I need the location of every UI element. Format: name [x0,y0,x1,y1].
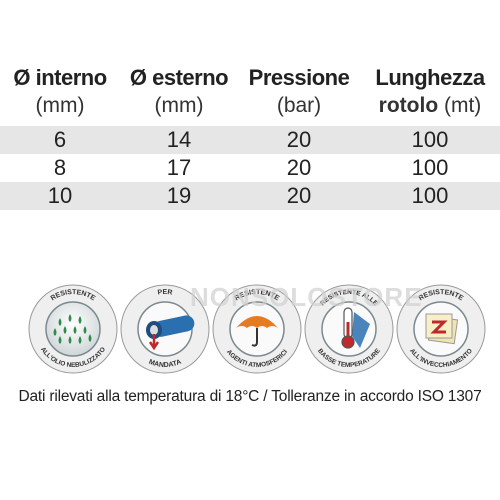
table-body: 6 14 20 100 8 17 20 100 10 19 20 100 [0,126,500,210]
table-row: 10 19 20 100 [0,182,500,210]
header-title: Ø esterno [129,65,229,90]
header-unit: (mm) [154,94,204,117]
cell-inner-diameter: 10 [47,183,73,208]
feature-badges: RESISTENTE ALL'OLIO NEBULIZZATO PER MAND… [28,284,486,380]
header-unit-suffix: (mt) [438,94,482,117]
table-row: 6 14 20 100 [0,126,500,154]
cell-roll-length: 100 [411,183,449,208]
watermark-logo: NONSOLOSTORE [190,282,423,312]
umbrella-icon: RESISTENTE AGENTI ATMOSFERICI [212,284,302,374]
footnote: Dati rilevati alla temperatura di 18°C /… [18,388,482,405]
pressure-hose-icon: PER MANDATA [120,284,210,374]
table-row: 8 17 20 100 [0,154,500,182]
aging-calendar-icon: RESISTENTE ALL'INVECCHIAMENTO [396,284,486,374]
header-roll-length: Lunghezza rotolo (mt) [360,58,500,126]
cell-inner-diameter: 8 [53,155,67,180]
svg-text:PER: PER [157,289,173,297]
header-unit: (mm) [35,94,85,117]
cell-outer-diameter: 17 [166,155,192,180]
header-outer-diameter: Ø esterno (mm) [120,58,238,126]
header-title: Pressione [248,65,350,90]
table-header: Ø interno (mm) Ø esterno (mm) Pressione … [0,58,500,126]
header-unit-bold: rotolo [378,94,439,117]
cell-outer-diameter: 14 [166,127,192,152]
header-inner-diameter: Ø interno (mm) [0,58,120,126]
thermometer-icon: RESISTENTE ALLE BASSE TEMPERATURE [304,284,394,374]
spec-table: Ø interno (mm) Ø esterno (mm) Pressione … [0,58,500,210]
header-unit: rotolo (mt) [360,92,500,120]
header-title: Ø interno [13,65,107,90]
cell-roll-length: 100 [411,127,449,152]
svg-text:MANDATA: MANDATA [148,359,183,369]
header-pressure: Pressione (bar) [238,58,360,126]
header-unit: (bar) [276,94,322,117]
cell-roll-length: 100 [411,155,449,180]
cell-outer-diameter: 19 [166,183,192,208]
cell-pressure: 20 [286,155,312,180]
cell-inner-diameter: 6 [53,127,67,152]
oil-mist-drops-icon: RESISTENTE ALL'OLIO NEBULIZZATO [28,284,118,374]
cell-pressure: 20 [286,127,312,152]
cell-pressure: 20 [286,183,312,208]
header-title: Lunghezza [375,65,485,90]
